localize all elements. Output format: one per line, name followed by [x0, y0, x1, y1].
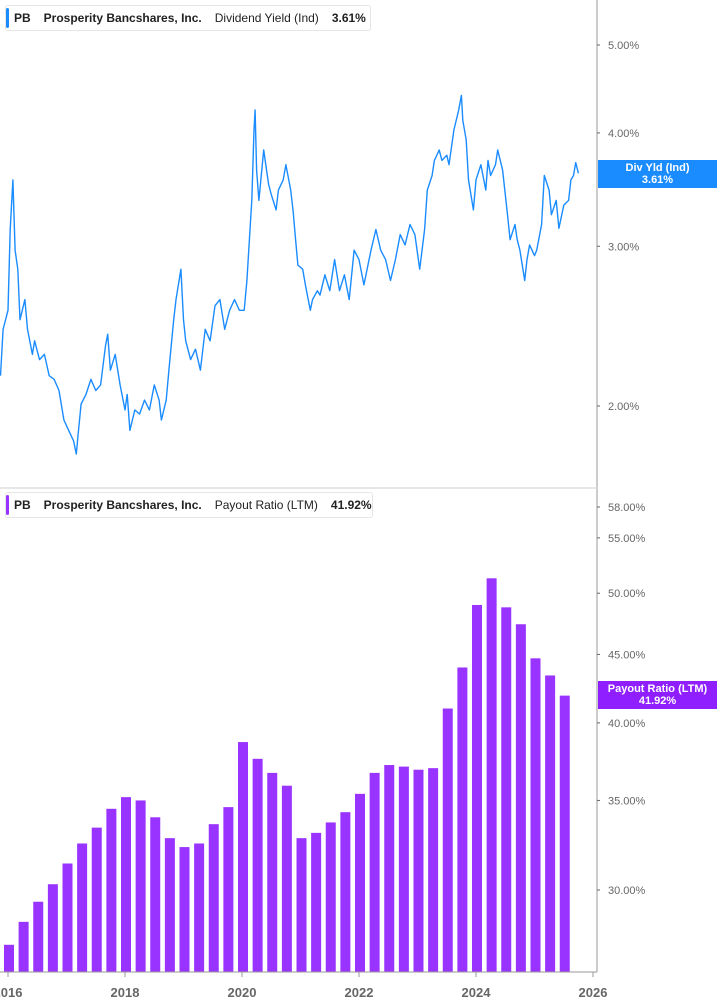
payout-ratio-legend[interactable]: PB Prosperity Bancshares, Inc. Payout Ra… [5, 492, 373, 518]
payout-ratio-bar [223, 807, 234, 972]
dividend-yield-last-value-tag: Div Yld (Ind) 3.61% [598, 160, 717, 188]
y-tick-label: 4.00% [608, 128, 639, 140]
x-tick-label: 2018 [111, 985, 140, 1000]
legend-ticker: PB [14, 498, 31, 512]
payout-ratio-bar [77, 843, 88, 972]
y-tick-label: 5.00% [608, 40, 639, 52]
y-tick-label: 45.00% [608, 649, 646, 661]
payout-ratio-bar [340, 812, 351, 972]
payout-ratio-bar [355, 793, 365, 972]
x-tick-label: 2016 [0, 985, 22, 1000]
payout-ratio-bar [238, 742, 248, 972]
payout-ratio-bar [486, 578, 497, 972]
payout-ratio-bar [311, 832, 322, 972]
x-tick-label: 2026 [579, 985, 608, 1000]
payout-ratio-bar [325, 822, 336, 972]
axes: 2.00% 3.00% 4.00% 5.00% 30.00% 35.00% 40.00% 45… [0, 0, 646, 1000]
payout-ratio-bar [545, 675, 556, 972]
payout-ratio-bar [4, 944, 14, 972]
payout-ratio-bar [472, 604, 482, 972]
payout-ratio-bar [428, 768, 439, 972]
y-tick-label: 2.00% [608, 401, 639, 413]
series-color-marker [6, 8, 9, 28]
payout-ratio-bar [194, 843, 205, 972]
y-tick-label: 55.00% [608, 533, 646, 545]
tag-label: Payout Ratio (LTM) [607, 683, 708, 695]
legend-metric: Payout Ratio (LTM) [214, 498, 318, 512]
dividend-yield-panel [0, 94, 580, 455]
tag-value: 41.92% [638, 695, 677, 707]
payout-ratio-panel [4, 578, 570, 972]
payout-ratio-bar [208, 824, 219, 972]
legend-company: Prosperity Bancshares, Inc. [43, 498, 202, 512]
payout-ratio-bar [384, 765, 395, 972]
payout-ratio-bar [18, 921, 29, 972]
y-tick-label: 35.00% [608, 795, 646, 807]
payout-ratio-bar [267, 772, 278, 972]
series-color-marker [6, 495, 9, 515]
payout-ratio-bar [369, 772, 380, 972]
payout-ratio-bar [530, 658, 541, 972]
payout-ratio-bar [281, 785, 292, 972]
legend-metric: Dividend Yield (Ind) [214, 11, 319, 25]
payout-ratio-bar [135, 800, 146, 972]
y-tick-label: 58.00% [608, 502, 646, 514]
y-tick-label: 30.00% [608, 885, 646, 897]
payout-ratio-bar [398, 766, 409, 972]
payout-ratio-bar [91, 827, 102, 972]
legend-value: 41.92% [330, 498, 372, 512]
y-tick-label: 3.00% [608, 241, 639, 253]
x-tick-label: 2022 [345, 985, 374, 1000]
payout-ratio-bar [106, 808, 117, 972]
dividend-yield-legend[interactable]: PB Prosperity Bancshares, Inc. Dividend … [5, 5, 371, 31]
payout-ratio-bar [47, 884, 58, 972]
y-tick-label: 40.00% [608, 718, 646, 730]
legend-ticker: PB [14, 11, 31, 25]
tag-label: Div Yld (Ind) [625, 162, 690, 174]
payout-ratio-bar [442, 708, 453, 972]
x-tick-label: 2024 [462, 985, 492, 1000]
legend-company: Prosperity Bancshares, Inc. [43, 11, 202, 25]
payout-ratio-bar [413, 769, 424, 972]
payout-ratio-bar [33, 901, 44, 972]
payout-ratio-bar [515, 624, 526, 972]
payout-ratio-bar [121, 797, 131, 972]
payout-ratio-bar [164, 838, 175, 972]
payout-ratio-bar [296, 838, 307, 972]
payout-ratio-bar [62, 863, 73, 972]
x-tick-label: 2020 [228, 985, 257, 1000]
payout-ratio-bar [179, 847, 190, 972]
tag-value: 3.61% [641, 174, 674, 186]
payout-ratio-bar [559, 695, 570, 972]
payout-ratio-bar [252, 758, 263, 972]
payout-ratio-bar [457, 667, 468, 972]
payout-ratio-last-value-tag: Payout Ratio (LTM) 41.92% [598, 681, 717, 709]
payout-ratio-bar [501, 607, 512, 972]
payout-ratio-bar [150, 817, 161, 972]
y-tick-label: 50.00% [608, 588, 646, 600]
dividend-yield-line [0, 94, 580, 455]
legend-value: 3.61% [331, 11, 366, 25]
